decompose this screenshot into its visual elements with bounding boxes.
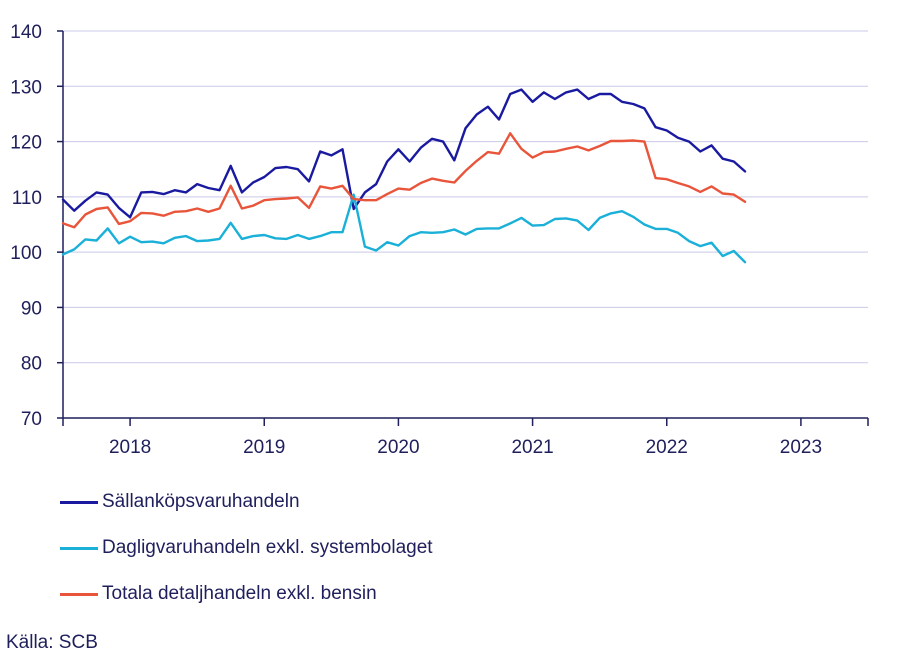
series-line-1 [61,193,747,264]
legend-swatch-totala [60,592,98,596]
axes: 70 80 90 100 110 120 130 140 2018 2019 2020 2021 202… [10,22,869,458]
legend-item-sallankop: Sällanköpsvaruhandeln [60,484,433,520]
x-tick-label: 2023 [780,437,822,458]
x-tick-label: 2019 [243,437,285,458]
legend-item-dagligvaru: Dagligvaruhandeln exkl. systembolaget [60,530,433,566]
legend-swatch-dagligvaru [60,546,98,550]
y-tick-label: 90 [21,298,42,319]
legend-item-totala: Totala detaljhandeln exkl. bensin [60,576,433,612]
line-chart: 70 80 90 100 110 120 130 140 2018 2019 2020 2021 202… [10,22,869,458]
legend-label-totala: Totala detaljhandeln exkl. bensin [102,583,377,604]
y-tick-label: 110 [12,188,42,209]
source-note: Källa: SCB [6,632,98,653]
series-lines [61,88,747,264]
x-tick-label: 2021 [511,437,553,458]
y-tick-label: 70 [21,409,42,430]
gridlines [63,30,868,364]
legend-label-dagligvaru: Dagligvaruhandeln exkl. systembolaget [102,537,433,558]
series-line-0 [61,88,747,219]
y-tick-label: 100 [10,243,42,264]
y-tick-label: 80 [21,354,42,375]
x-tick-label: 2018 [109,437,151,458]
y-tick-label: 130 [10,77,42,98]
x-tick-label: 2020 [377,437,419,458]
x-tick-label: 2022 [646,437,688,458]
legend: Sällanköpsvaruhandeln Dagligvaruhandeln … [60,484,433,622]
legend-swatch-sallankop [60,500,98,504]
y-tick-label: 140 [10,22,42,43]
series-line-2 [61,132,747,229]
y-tick-label: 120 [10,133,42,154]
legend-label-sallankop: Sällanköpsvaruhandeln [102,491,300,512]
